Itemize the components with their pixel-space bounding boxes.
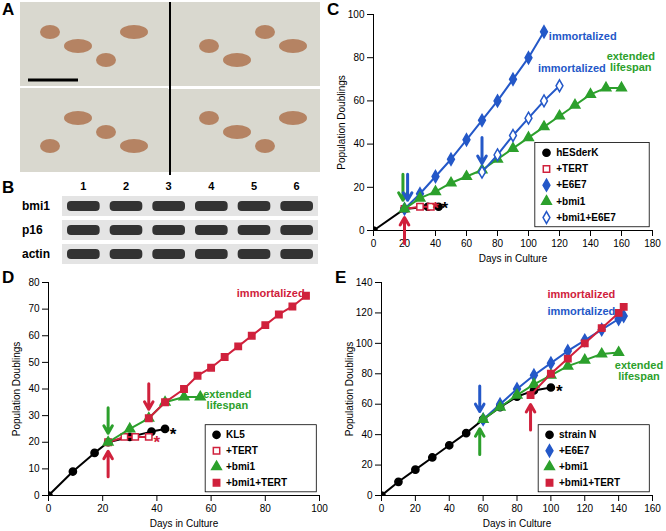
svg-text:40: 40 [151,503,163,514]
html-text:A: A [2,0,15,19]
svg-text:0: 0 [367,490,373,501]
svg-text:0: 0 [379,503,385,514]
svg-text:60: 60 [206,503,218,514]
svg-text:70: 70 [28,303,40,314]
svg-text:+bmi1: +bmi1 [559,461,589,472]
svg-text:140: 140 [610,503,627,514]
svg-text:60: 60 [353,95,365,106]
svg-text:bmi1: bmi1 [22,199,50,213]
svg-text:10: 10 [28,463,40,474]
svg-text:40: 40 [444,503,456,514]
svg-text:20: 20 [97,503,109,514]
svg-text:160: 160 [644,503,661,514]
svg-text:+bmi1+TERT: +bmi1+TERT [226,477,287,488]
svg-text:120: 120 [576,503,593,514]
svg-text:100: 100 [311,503,328,514]
svg-text:+E6E7: +E6E7 [559,445,590,456]
svg-text:20: 20 [28,436,40,447]
svg-text:80: 80 [492,238,504,249]
svg-text:120: 120 [551,238,568,249]
svg-text:actin: actin [22,247,50,261]
svg-text:80: 80 [353,52,365,63]
svg-text:Days in Culture: Days in Culture [479,253,548,264]
svg-text:20: 20 [353,182,365,193]
svg-text:Days in Culture: Days in Culture [483,518,552,529]
svg-text:Population Doublings: Population Doublings [344,342,355,437]
svg-text:60: 60 [461,238,473,249]
svg-text:strain N: strain N [559,429,596,440]
svg-text:140: 140 [356,277,373,288]
svg-text:160: 160 [613,238,630,249]
svg-text:3: 3 [166,180,172,192]
svg-text:*: * [154,433,161,452]
svg-text:*: * [556,382,563,401]
html-text:D: D [2,268,15,287]
svg-text:p16: p16 [22,223,43,237]
svg-text:Days in Culture: Days in Culture [150,518,219,529]
svg-text:+bmi1: +bmi1 [556,196,586,207]
svg-text:immortalized: immortalized [547,305,615,317]
svg-text:2: 2 [123,180,129,192]
svg-text:50: 50 [28,357,40,368]
svg-text:extendedlifespan: extendedlifespan [607,50,655,73]
html-text:B: B [2,178,15,197]
svg-text:40: 40 [28,383,40,394]
svg-text:extendedlifespan: extendedlifespan [615,359,663,382]
svg-text:+TERT: +TERT [556,163,588,174]
svg-text:20: 20 [398,237,411,249]
svg-text:80: 80 [28,277,40,288]
svg-text:100: 100 [543,503,560,514]
svg-text:100: 100 [356,338,373,349]
html-text:E: E [335,268,347,287]
svg-text:100: 100 [520,238,537,249]
svg-text:60: 60 [361,398,373,409]
svg-text:+bmi1+E6E7: +bmi1+E6E7 [556,212,616,223]
svg-text:100: 100 [348,9,365,20]
svg-text:*: * [441,199,448,218]
svg-text:extendedlifespan: extendedlifespan [203,388,251,411]
html-text:C: C [327,0,340,19]
svg-text:20: 20 [410,503,422,514]
svg-text:80: 80 [511,503,523,514]
svg-text:0: 0 [46,503,52,514]
svg-text:immortalized: immortalized [549,30,617,42]
svg-text:immortalized: immortalized [547,288,615,300]
svg-text:+bmi1: +bmi1 [226,461,256,472]
svg-text:*: * [170,425,177,444]
svg-text:0: 0 [359,225,365,236]
svg-text:1: 1 [80,180,86,192]
svg-text:*: * [432,199,439,218]
svg-text:180: 180 [644,238,661,249]
svg-text:40: 40 [353,138,365,149]
svg-text:30: 30 [28,410,40,421]
svg-text:4: 4 [208,180,215,192]
svg-text:0: 0 [34,490,40,501]
svg-text:40: 40 [361,429,373,440]
svg-text:Population Doublings: Population Doublings [11,342,22,437]
svg-text:60: 60 [28,330,40,341]
svg-text:immortalized: immortalized [237,287,305,299]
svg-text:+TERT: +TERT [226,445,258,456]
svg-text:20: 20 [361,459,373,470]
svg-text:140: 140 [582,238,599,249]
svg-text:6: 6 [294,180,300,192]
svg-text:hESderK: hESderK [556,147,599,158]
svg-text:40: 40 [430,238,442,249]
svg-text:60: 60 [478,503,490,514]
svg-text:120: 120 [356,307,373,318]
svg-text:80: 80 [260,503,272,514]
svg-text:+E6E7: +E6E7 [556,179,587,190]
svg-text:80: 80 [361,368,373,379]
svg-text:Population Doublings: Population Doublings [336,75,347,170]
svg-text:+bmi1+TERT: +bmi1+TERT [559,477,620,488]
svg-text:immortalized: immortalized [538,62,606,74]
svg-text:5: 5 [251,180,257,192]
svg-text:KL5: KL5 [226,429,245,440]
svg-text:0: 0 [371,238,377,249]
